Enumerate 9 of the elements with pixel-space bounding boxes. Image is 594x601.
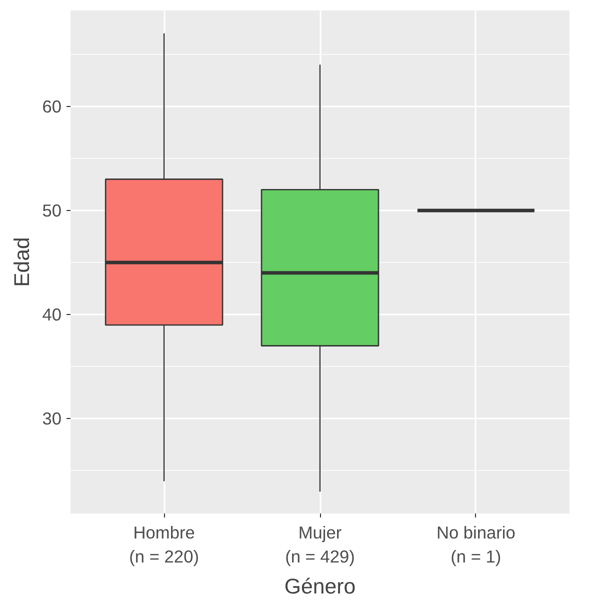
x-tick-label: Hombre (n = 220) <box>129 522 199 566</box>
y-tick-label: 40 <box>42 304 62 325</box>
y-axis-title: Edad <box>10 237 34 287</box>
y-tick-label: 60 <box>42 96 62 116</box>
x-tick-label: Mujer (n = 429) <box>285 522 355 566</box>
y-tick-label: 50 <box>42 200 62 220</box>
y-tick-label: 30 <box>42 408 62 429</box>
x-axis-title: Género <box>284 574 356 598</box>
x-tick-label: No binario (n = 1) <box>436 522 516 566</box>
